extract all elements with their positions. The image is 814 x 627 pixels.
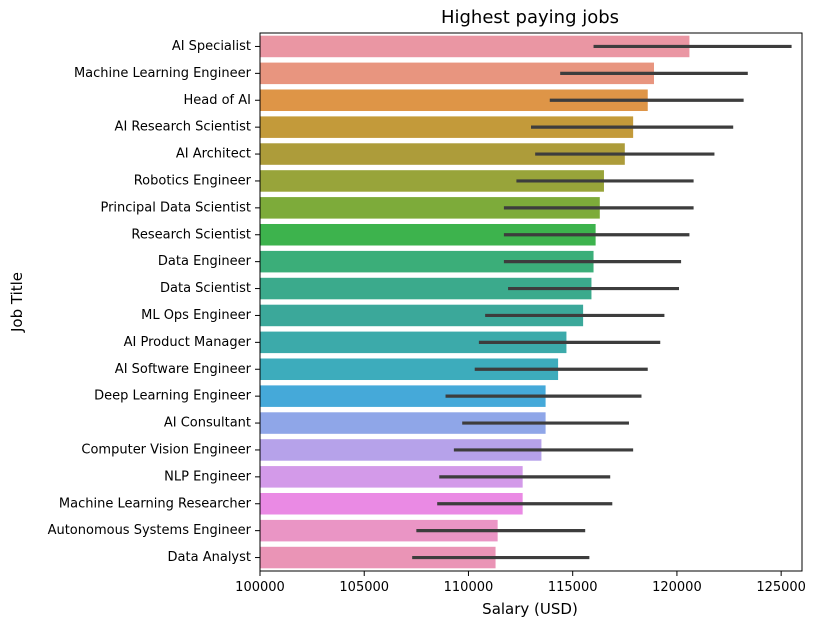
bar-3: [260, 116, 634, 138]
bar-9: [260, 277, 592, 300]
y-axis: AI Specialist Machine Learning Engineer He…: [48, 39, 260, 565]
y-tick-label-9: Data Scientist: [160, 281, 251, 296]
bar-5: [260, 170, 604, 192]
bar-14: [260, 412, 546, 434]
bar-13: [260, 385, 546, 407]
y-tick-label-13: Deep Learning Engineer: [94, 389, 252, 404]
x-tick-label-2: 110000: [444, 580, 494, 595]
bar-12: [260, 358, 559, 381]
y-tick-label-4: AI Architect: [176, 147, 251, 162]
y-tick-label-10: ML Ops Engineer: [141, 308, 252, 323]
bar-18: [260, 519, 498, 542]
x-tick-label-4: 120000: [652, 580, 702, 595]
bar-16: [260, 466, 523, 488]
bars-layer: [260, 35, 690, 569]
x-tick-label-0: 100000: [235, 580, 285, 595]
y-tick-label-3: AI Research Scientist: [115, 120, 251, 135]
bar-19: [260, 546, 496, 569]
bar-17: [260, 492, 523, 515]
x-tick-label-5: 125000: [756, 580, 806, 595]
x-tick-label-3: 115000: [548, 580, 598, 595]
bar-8: [260, 250, 594, 273]
plot-frame: [259, 32, 803, 572]
bar-15: [260, 439, 542, 461]
y-tick-label-15: Computer Vision Engineer: [81, 442, 251, 457]
x-tick-label-1: 105000: [339, 580, 389, 595]
x-axis-label: Salary (USD): [482, 600, 578, 618]
error-bars-layer: [412, 44, 792, 560]
y-tick-label-7: Research Scientist: [131, 227, 251, 242]
chart-title: Highest paying jobs: [441, 7, 619, 28]
bar-4: [260, 143, 625, 165]
y-tick-label-18: Autonomous Systems Engineer: [48, 523, 252, 538]
y-tick-label-17: Machine Learning Researcher: [59, 496, 252, 511]
y-tick-label-14: AI Consultant: [164, 416, 251, 431]
y-tick-label-19: Data Analyst: [168, 550, 251, 565]
bar-0: [260, 35, 690, 58]
bar-7: [260, 223, 596, 246]
y-tick-label-6: Principal Data Scientist: [100, 200, 251, 215]
y-tick-label-1: Machine Learning Engineer: [74, 66, 252, 81]
y-tick-label-11: AI Product Manager: [124, 335, 252, 350]
y-tick-label-12: AI Software Engineer: [115, 362, 252, 377]
bar-2: [260, 89, 648, 112]
y-tick-label-2: Head of AI: [183, 93, 251, 108]
y-axis-label: Job Title: [8, 272, 26, 333]
y-tick-label-16: NLP Engineer: [164, 469, 251, 484]
y-tick-label-5: Robotics Engineer: [134, 173, 252, 188]
y-tick-label-0: AI Specialist: [172, 39, 251, 54]
bar-6: [260, 197, 600, 219]
bar-1: [260, 62, 654, 85]
x-axis: 100000 105000 110000 115000 120000 125000: [235, 571, 806, 595]
y-tick-label-8: Data Engineer: [158, 254, 252, 269]
bar-11: [260, 331, 567, 354]
bar-10: [260, 304, 584, 327]
